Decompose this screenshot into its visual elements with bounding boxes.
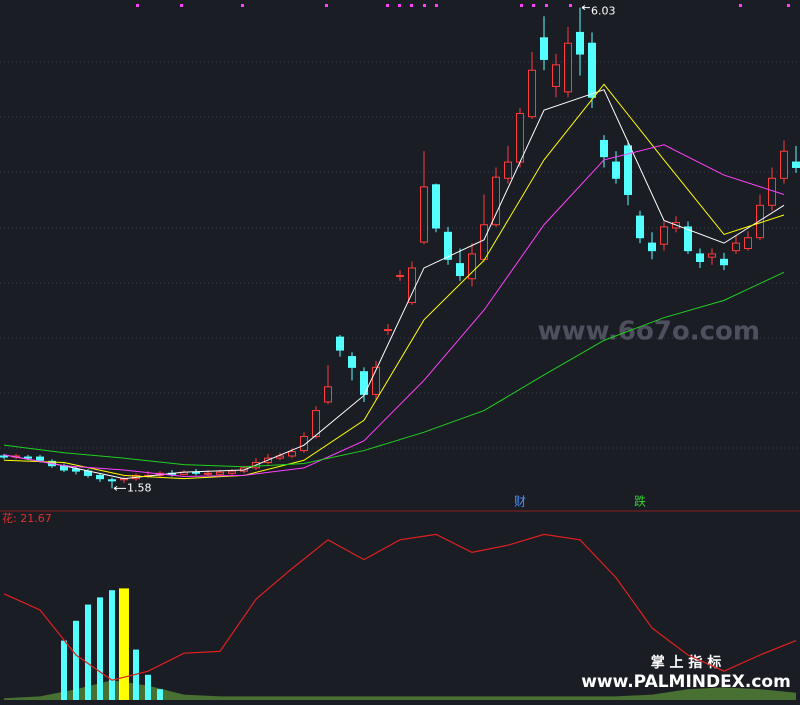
candle-body bbox=[396, 275, 404, 278]
watermark: www.6o7o.com bbox=[538, 317, 760, 347]
low-arrow bbox=[113, 485, 126, 491]
candle-body bbox=[600, 139, 608, 158]
footer-title: 掌 上 指 标 bbox=[651, 654, 722, 671]
candle-body bbox=[720, 258, 728, 266]
candle-body bbox=[24, 456, 32, 459]
annotation: 跌 bbox=[634, 494, 646, 509]
candle-body bbox=[348, 356, 356, 368]
candle-body bbox=[708, 253, 716, 258]
marker-dot bbox=[410, 4, 413, 7]
candle-body bbox=[792, 161, 800, 168]
candle-body bbox=[516, 112, 524, 163]
indicator-line bbox=[3, 533, 797, 681]
candle-body bbox=[696, 253, 704, 262]
indicator-bar bbox=[73, 620, 79, 700]
indicator-bar bbox=[85, 604, 91, 700]
candle-body bbox=[540, 37, 548, 60]
marker-dot bbox=[136, 4, 139, 7]
candle-body bbox=[300, 436, 308, 452]
candle-body bbox=[420, 186, 428, 243]
marker-dot bbox=[180, 4, 183, 7]
marker-dot bbox=[398, 4, 401, 7]
top-markers bbox=[136, 4, 790, 7]
marker-dot bbox=[241, 4, 244, 7]
candle-body bbox=[192, 471, 200, 474]
candle-body bbox=[780, 150, 788, 179]
candle-body bbox=[324, 386, 332, 403]
indicator-bar bbox=[157, 689, 163, 700]
candle-body bbox=[528, 69, 536, 118]
candle-body bbox=[660, 226, 668, 245]
candle-body bbox=[372, 366, 380, 395]
moving-average bbox=[3, 89, 785, 480]
candle-body bbox=[504, 161, 512, 179]
indicator-bar bbox=[109, 590, 115, 700]
candle-body bbox=[36, 456, 44, 461]
candle-body bbox=[108, 479, 116, 482]
candle-body bbox=[684, 226, 692, 252]
candle-body bbox=[468, 253, 476, 280]
candle-body bbox=[384, 329, 392, 332]
moving-average bbox=[3, 144, 785, 478]
marker-dot bbox=[423, 4, 426, 7]
marker-dot bbox=[787, 4, 790, 7]
candle-body bbox=[624, 145, 632, 195]
candle-body bbox=[336, 336, 344, 351]
indicator-bar bbox=[61, 640, 67, 700]
candle-body bbox=[564, 42, 572, 93]
indicator-bar bbox=[97, 597, 103, 700]
candle-body bbox=[312, 410, 320, 438]
indicator-bar bbox=[145, 674, 151, 700]
candle-body bbox=[588, 42, 596, 98]
footer-url: www.PALMINDEX.com bbox=[581, 672, 791, 692]
high-arrow bbox=[581, 5, 590, 10]
candle-body bbox=[648, 242, 656, 252]
marker-dot bbox=[435, 4, 438, 7]
marker-dot bbox=[520, 4, 523, 7]
candle-body bbox=[456, 263, 464, 277]
marker-dot bbox=[386, 4, 389, 7]
low-label: 1.58 bbox=[127, 481, 152, 494]
candle-body bbox=[444, 231, 452, 260]
candle-body bbox=[612, 161, 620, 179]
candle-body bbox=[204, 472, 212, 475]
candle-body bbox=[480, 224, 488, 260]
marker-dot bbox=[325, 4, 328, 7]
candle-body bbox=[72, 468, 80, 472]
marker-dot bbox=[739, 4, 742, 7]
candle-body bbox=[636, 215, 644, 239]
marker-dot bbox=[532, 4, 535, 7]
candle-body bbox=[216, 471, 224, 475]
candle-body bbox=[552, 64, 560, 87]
candle-body bbox=[576, 31, 584, 55]
candle-body bbox=[408, 267, 416, 304]
candle-body bbox=[288, 451, 296, 457]
high-label: 6.03 bbox=[591, 5, 616, 18]
marker-dot bbox=[545, 4, 548, 7]
indicator-label: 花: 21.67 bbox=[2, 512, 52, 525]
indicator-bar bbox=[119, 588, 129, 700]
candle-body bbox=[228, 470, 236, 474]
candle-body bbox=[432, 184, 440, 229]
candle-body bbox=[96, 474, 104, 480]
candle-body bbox=[732, 242, 740, 252]
candle-body bbox=[0, 455, 8, 458]
candle-body bbox=[492, 176, 500, 226]
grid bbox=[0, 61, 800, 449]
moving-average bbox=[3, 271, 785, 468]
annotation: 财 bbox=[514, 495, 526, 509]
marker-dot bbox=[569, 4, 572, 7]
candle-body bbox=[744, 237, 752, 250]
